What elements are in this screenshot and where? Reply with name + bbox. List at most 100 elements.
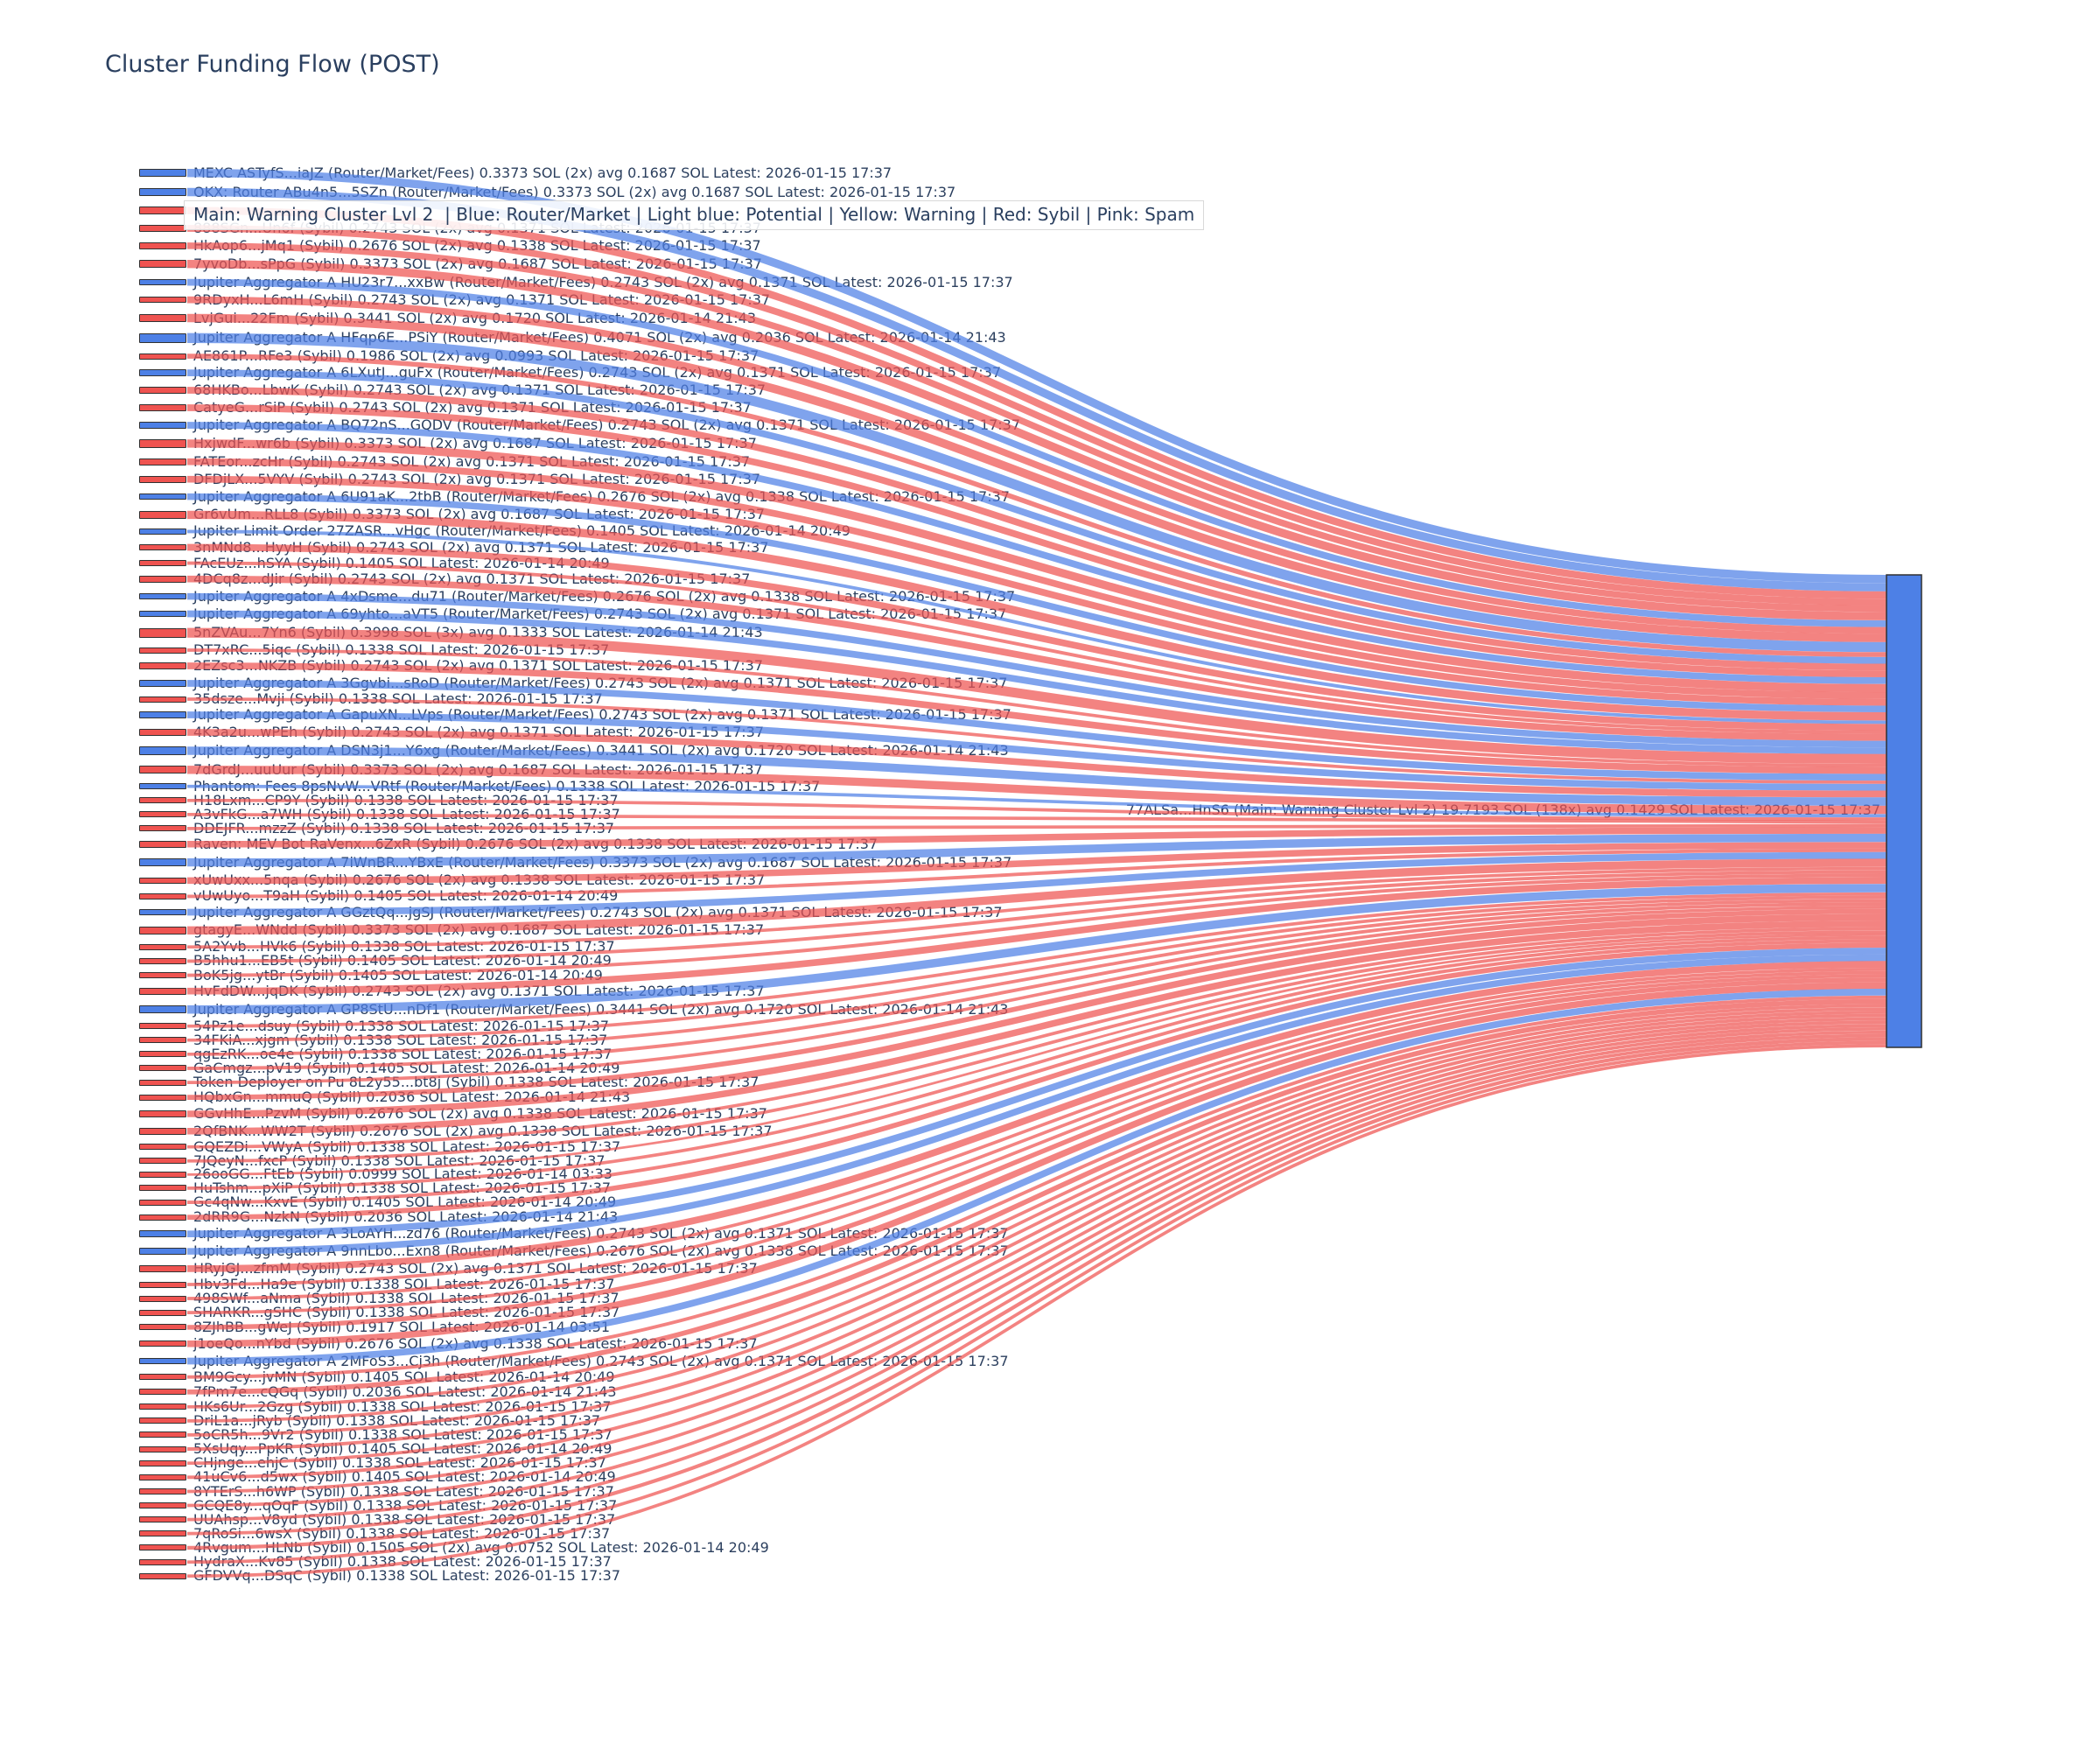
sankey-link[interactable] <box>186 851 1887 916</box>
source-node[interactable] <box>139 1128 186 1135</box>
sankey-link[interactable] <box>186 948 1887 1238</box>
sankey-link[interactable] <box>186 627 1887 764</box>
source-node[interactable] <box>139 610 186 618</box>
sankey-link[interactable] <box>186 510 1887 721</box>
source-node[interactable] <box>139 1199 186 1206</box>
sankey-link[interactable] <box>186 895 1887 1042</box>
source-node[interactable] <box>139 746 186 755</box>
source-node[interactable] <box>139 1079 186 1086</box>
sankey-link[interactable] <box>186 927 1887 1149</box>
sankey-link[interactable] <box>186 784 1887 818</box>
sankey-link[interactable] <box>186 278 1887 627</box>
source-node[interactable] <box>139 1404 186 1410</box>
sankey-link[interactable] <box>186 662 1887 774</box>
source-node[interactable] <box>139 662 186 669</box>
sankey-link[interactable] <box>186 848 1887 899</box>
sankey-link[interactable] <box>186 870 1887 963</box>
sankey-link[interactable] <box>186 935 1887 1190</box>
source-node[interactable] <box>139 1110 186 1117</box>
source-node[interactable] <box>139 439 186 448</box>
source-node[interactable] <box>139 1488 186 1494</box>
source-node[interactable] <box>139 560 186 567</box>
sankey-link[interactable] <box>186 977 1887 1330</box>
source-node[interactable] <box>139 1432 186 1438</box>
sankey-link[interactable] <box>186 995 1887 1379</box>
sankey-link[interactable] <box>186 902 1887 1070</box>
sankey-link[interactable] <box>186 914 1887 1117</box>
source-node[interactable] <box>139 877 186 885</box>
sankey-link[interactable] <box>186 833 1887 867</box>
source-node[interactable] <box>139 1144 186 1151</box>
sankey-link[interactable] <box>186 974 1887 1314</box>
sankey-link[interactable] <box>186 908 1887 1100</box>
source-node[interactable] <box>139 1094 186 1101</box>
sankey-link[interactable] <box>186 1040 1887 1564</box>
sankey-link[interactable] <box>186 884 1887 1014</box>
sankey-link[interactable] <box>186 823 1887 830</box>
sankey-link[interactable] <box>186 961 1887 1272</box>
sankey-link[interactable] <box>186 1030 1887 1522</box>
source-node[interactable] <box>139 242 186 249</box>
sankey-link[interactable] <box>186 970 1887 1300</box>
source-node[interactable] <box>139 783 186 790</box>
sankey-link[interactable] <box>186 648 1887 767</box>
sankey-link[interactable] <box>186 387 1887 671</box>
source-node[interactable] <box>139 647 186 654</box>
sankey-link[interactable] <box>186 225 1887 606</box>
sankey-link[interactable] <box>186 313 1887 642</box>
sankey-link[interactable] <box>186 543 1887 732</box>
sankey-link[interactable] <box>186 877 1887 995</box>
source-node[interactable] <box>139 943 186 950</box>
source-node[interactable] <box>139 475 186 483</box>
sankey-link[interactable] <box>186 169 1887 584</box>
source-node[interactable] <box>139 1389 186 1396</box>
sankey-link[interactable] <box>186 529 1887 724</box>
sankey-link[interactable] <box>186 729 1887 798</box>
sankey-link[interactable] <box>186 842 1887 885</box>
sankey-link[interactable] <box>186 493 1887 712</box>
source-node[interactable] <box>139 1544 186 1551</box>
source-node[interactable] <box>139 1309 186 1316</box>
source-node[interactable] <box>139 1051 186 1058</box>
sankey-link[interactable] <box>186 422 1887 684</box>
source-node[interactable] <box>139 1214 186 1221</box>
sankey-link[interactable] <box>186 697 1887 784</box>
source-node[interactable] <box>139 1418 186 1424</box>
source-node[interactable] <box>139 458 186 466</box>
source-node[interactable] <box>139 1374 186 1381</box>
source-node[interactable] <box>139 1281 186 1288</box>
sankey-link[interactable] <box>186 866 1887 949</box>
sankey-link[interactable] <box>186 989 1887 1365</box>
sankey-link[interactable] <box>186 332 1887 653</box>
sankey-link[interactable] <box>186 260 1887 620</box>
source-node[interactable] <box>139 729 186 736</box>
source-node[interactable] <box>139 592 186 600</box>
sankey-link[interactable] <box>186 812 1887 824</box>
source-node[interactable] <box>139 1037 186 1044</box>
source-node[interactable] <box>139 1572 186 1579</box>
source-node[interactable] <box>139 811 186 818</box>
source-node[interactable] <box>139 493 186 500</box>
source-node[interactable] <box>139 168 186 178</box>
source-node[interactable] <box>139 1502 186 1508</box>
sankey-link[interactable] <box>186 968 1887 1286</box>
sankey-link[interactable] <box>186 592 1887 748</box>
sankey-link[interactable] <box>186 982 1887 1348</box>
source-node[interactable] <box>139 1230 186 1238</box>
sankey-link[interactable] <box>186 892 1887 1028</box>
source-node[interactable] <box>139 387 186 394</box>
source-node[interactable] <box>139 1004 186 1014</box>
sankey-link[interactable] <box>186 1037 1887 1550</box>
source-node[interactable] <box>139 1295 186 1302</box>
source-node[interactable] <box>139 313 186 323</box>
source-node[interactable] <box>139 892 186 900</box>
sankey-link[interactable] <box>186 1010 1887 1437</box>
sankey-link[interactable] <box>186 206 1887 599</box>
source-node[interactable] <box>139 1460 186 1466</box>
source-node[interactable] <box>139 711 186 718</box>
sankey-link[interactable] <box>186 766 1887 815</box>
sankey-link[interactable] <box>186 1017 1887 1466</box>
sankey-link[interactable] <box>186 873 1887 977</box>
source-node[interactable] <box>139 1357 186 1365</box>
source-node[interactable] <box>139 353 186 360</box>
